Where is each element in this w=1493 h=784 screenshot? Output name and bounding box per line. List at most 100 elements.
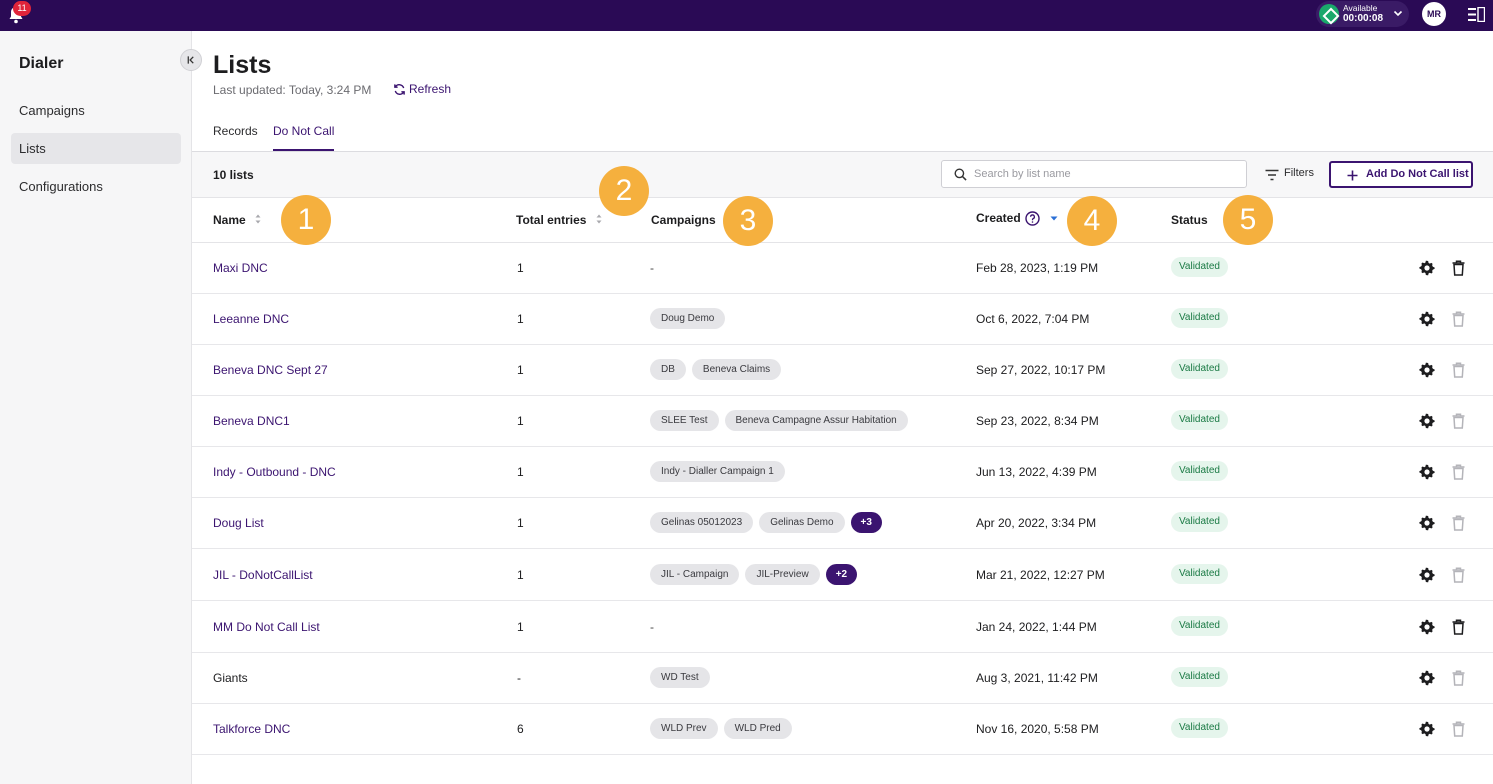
list-name-link[interactable]: Doug List (213, 516, 264, 530)
total-entries: 6 (517, 722, 524, 736)
delete-icon[interactable] (1452, 413, 1465, 429)
delete-icon[interactable] (1452, 260, 1465, 276)
campaign-chips: Doug Demo (650, 308, 726, 330)
list-name-link[interactable]: JIL - DoNotCallList (213, 568, 313, 582)
campaign-chip: Beneva Campagne Assur Habitation (724, 410, 908, 431)
created-date: Jun 13, 2022, 4:39 PM (976, 465, 1097, 479)
add-do-not-call-list-button[interactable]: Add Do Not Call list (1329, 161, 1473, 188)
status-badge: Validated (1171, 564, 1228, 584)
gear-icon[interactable] (1419, 721, 1435, 737)
more-campaigns-badge[interactable]: +3 (850, 512, 882, 533)
status-badge: Validated (1171, 718, 1228, 738)
chevron-down-icon (1393, 10, 1403, 17)
filters-label: Filters (1284, 167, 1314, 179)
search-box[interactable] (941, 160, 1247, 188)
gear-icon[interactable] (1419, 567, 1435, 583)
gear-icon[interactable] (1419, 464, 1435, 480)
step-marker-4: 4 (1067, 196, 1117, 246)
campaigns-empty: - (650, 261, 654, 275)
campaign-chip: WD Test (650, 667, 710, 688)
gear-icon[interactable] (1419, 619, 1435, 635)
delete-icon[interactable] (1452, 362, 1465, 378)
delete-icon[interactable] (1452, 311, 1465, 327)
tab-do-not-call[interactable]: Do Not Call (273, 124, 335, 151)
sidebar-title: Dialer (19, 55, 64, 72)
gear-icon[interactable] (1419, 413, 1435, 429)
tabs-divider (192, 151, 1493, 152)
gear-icon[interactable] (1419, 260, 1435, 276)
step-marker-5: 5 (1223, 195, 1273, 245)
sort-icon[interactable] (254, 213, 262, 225)
gear-icon[interactable] (1419, 362, 1435, 378)
delete-icon[interactable] (1452, 670, 1465, 686)
plus-icon (1347, 170, 1358, 181)
campaign-chip: WLD Pred (723, 718, 792, 739)
column-header-campaigns: Campaigns (651, 213, 716, 227)
campaign-chip: Gelinas Demo (759, 512, 845, 533)
more-campaigns-badge[interactable]: +2 (825, 564, 858, 585)
total-entries: 1 (517, 261, 524, 275)
list-name-link[interactable]: Maxi DNC (213, 261, 268, 275)
add-button-label: Add Do Not Call list (1366, 168, 1469, 180)
campaign-chips: SLEE Test Beneva Campagne Assur Habitati… (650, 410, 908, 432)
step-marker-2: 2 (599, 166, 649, 216)
created-date: Feb 28, 2023, 1:19 PM (976, 261, 1099, 275)
campaign-chip: DB (650, 359, 686, 380)
gear-icon[interactable] (1419, 670, 1435, 686)
filter-icon (1265, 169, 1279, 181)
column-header-created[interactable]: Created (976, 211, 1021, 225)
sidebar-item-campaigns[interactable]: Campaigns (19, 103, 85, 118)
last-updated-text: Last updated: Today, 3:24 PM (213, 83, 372, 97)
help-icon[interactable] (1025, 211, 1040, 226)
gear-icon[interactable] (1419, 515, 1435, 531)
list-count: 10 lists (213, 168, 254, 182)
delete-icon[interactable] (1452, 567, 1465, 583)
search-icon (954, 168, 967, 181)
sort-descending-icon[interactable] (1050, 216, 1058, 221)
table-row: MM Do Not Call List 1 - Jan 24, 2022, 1:… (192, 602, 1493, 653)
notification-badge: 11 (13, 1, 31, 16)
status-badge: Validated (1171, 667, 1228, 687)
refresh-label: Refresh (409, 82, 452, 96)
total-entries: 1 (517, 312, 524, 326)
campaign-chip: Gelinas 05012023 (650, 512, 754, 533)
sidebar-item-lists[interactable]: Lists (11, 133, 181, 164)
created-date: Aug 3, 2021, 11:42 PM (976, 671, 1098, 685)
campaigns-empty: - (650, 620, 654, 634)
created-date: Nov 16, 2020, 5:58 PM (976, 722, 1099, 736)
campaign-chip: SLEE Test (650, 410, 719, 431)
search-input[interactable] (974, 166, 1234, 182)
avatar[interactable]: MR (1422, 2, 1446, 26)
column-header-name[interactable]: Name (213, 213, 246, 227)
created-date: Jan 24, 2022, 1:44 PM (976, 620, 1097, 634)
status-badge: Validated (1171, 308, 1228, 328)
list-name-link[interactable]: Leeanne DNC (213, 312, 290, 326)
list-name-link[interactable]: Beneva DNC Sept 27 (213, 363, 328, 377)
status-badge: Validated (1171, 616, 1228, 636)
list-name: Giants (213, 671, 248, 685)
status-badge: Validated (1171, 410, 1228, 430)
delete-icon[interactable] (1452, 619, 1465, 635)
list-name-link[interactable]: Beneva DNC1 (213, 414, 290, 428)
list-name-link[interactable]: Indy - Outbound - DNC (213, 465, 336, 479)
delete-icon[interactable] (1452, 464, 1465, 480)
campaign-chips: Gelinas 05012023 Gelinas Demo +3 (650, 512, 882, 534)
status-badge: Validated (1171, 512, 1228, 532)
delete-icon[interactable] (1452, 515, 1465, 531)
table-row: Giants - WD Test Aug 3, 2021, 11:42 PM V… (192, 653, 1493, 704)
created-date: Oct 6, 2022, 7:04 PM (976, 312, 1090, 326)
list-name-link[interactable]: MM Do Not Call List (213, 620, 320, 634)
panel-toggle-icon[interactable] (1468, 7, 1485, 22)
sort-icon[interactable] (595, 213, 603, 225)
sidebar-item-configurations[interactable]: Configurations (19, 179, 103, 194)
gear-icon[interactable] (1419, 311, 1435, 327)
tab-records[interactable]: Records (213, 124, 258, 138)
table-row: Leeanne DNC 1 Doug Demo Oct 6, 2022, 7:0… (192, 294, 1493, 345)
delete-icon[interactable] (1452, 721, 1465, 737)
campaign-chips: JIL - Campaign JIL-Preview +2 (650, 564, 858, 586)
availability-toggle[interactable]: Available 00:00:08 (1316, 1, 1409, 27)
top-bar: 11 Available 00:00:08 MR (0, 0, 1493, 31)
column-header-total-entries[interactable]: Total entries (516, 213, 587, 227)
list-name-link[interactable]: Talkforce DNC (213, 722, 291, 736)
collapse-sidebar-button[interactable] (180, 49, 202, 71)
